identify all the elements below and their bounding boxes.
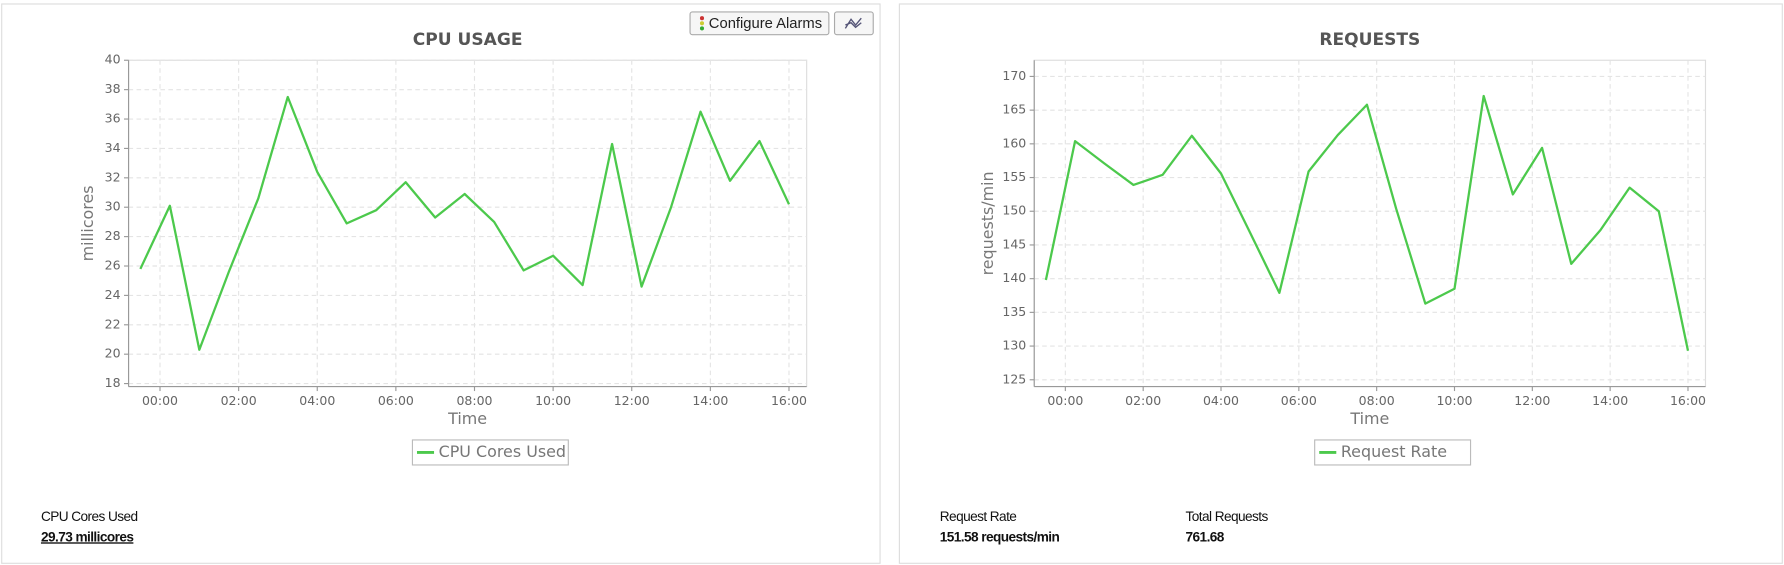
y-tick-label: 155	[1002, 169, 1026, 184]
x-tick-label: 08:00	[456, 393, 492, 408]
chart-icon	[844, 17, 862, 29]
alarm-light	[699, 26, 705, 31]
y-tick-label: 32	[105, 169, 121, 184]
configure-alarms-button[interactable]: Configure Alarms	[689, 11, 830, 36]
x-tick-label: 12:00	[614, 393, 650, 408]
legend-label: CPU Cores Used	[439, 442, 566, 461]
stat-value: 761.68	[1186, 529, 1225, 544]
y-tick-label: 145	[1002, 236, 1026, 251]
data-line	[1044, 94, 1690, 352]
x-tick-label: 02:00	[1125, 393, 1161, 408]
y-tick-label: 38	[105, 81, 121, 96]
alarm-light	[699, 21, 705, 26]
x-tick-label: 04:00	[1203, 393, 1239, 408]
y-tick-label: 34	[105, 140, 121, 155]
x-tick-label: 00:00	[142, 393, 178, 408]
x-axis-title: Time	[447, 409, 487, 428]
y-tick-label: 18	[105, 375, 121, 390]
plot-area	[127, 59, 808, 388]
x-tick-label: 10:00	[535, 393, 571, 408]
legend-box	[411, 439, 569, 466]
x-tick-label: 02:00	[221, 393, 257, 408]
stat-value: 151.58 requests/min	[940, 529, 1060, 544]
x-tick-label: 10:00	[1436, 393, 1472, 408]
y-tick-label: 36	[105, 111, 121, 126]
stat-value[interactable]: 29.73 millicores	[41, 529, 135, 544]
y-tick-label: 125	[1002, 371, 1026, 386]
y-tick-label: 130	[1002, 338, 1026, 353]
y-tick-label: 135	[1002, 304, 1026, 319]
y-tick-label: 160	[1002, 135, 1026, 150]
y-tick-label: 140	[1002, 270, 1026, 285]
alarm-light	[699, 16, 705, 21]
legend-box	[1314, 439, 1472, 466]
stat-label: Request Rate	[940, 509, 1017, 524]
chart-title: CPU USAGE	[413, 30, 523, 50]
y-tick-label: 170	[1002, 68, 1026, 83]
x-tick-label: 16:00	[1670, 393, 1706, 408]
button-label: Configure Alarms	[709, 16, 822, 32]
legend-label: Request Rate	[1341, 442, 1447, 461]
y-tick-label: 150	[1002, 203, 1026, 218]
y-tick-label: 20	[105, 346, 121, 361]
chart-title: REQUESTS	[1319, 30, 1420, 50]
y-tick-label: 22	[105, 316, 121, 331]
y-tick-label: 40	[105, 52, 121, 67]
stat-label: Total Requests	[1186, 509, 1269, 524]
y-tick-label: 24	[105, 287, 121, 302]
x-tick-label: 08:00	[1359, 393, 1395, 408]
y-tick-label: 30	[105, 199, 121, 214]
x-tick-label: 14:00	[692, 393, 728, 408]
stat-label: CPU Cores Used	[41, 509, 138, 524]
x-tick-label: 04:00	[299, 393, 335, 408]
y-axis-title: requests/min	[978, 171, 997, 275]
button-frame	[689, 11, 830, 36]
x-tick-label: 06:00	[1281, 393, 1317, 408]
y-tick-label: 26	[105, 258, 121, 273]
x-tick-label: 12:00	[1514, 393, 1550, 408]
x-tick-label: 06:00	[378, 393, 414, 408]
y-tick-label: 165	[1002, 102, 1026, 117]
data-line	[139, 95, 791, 351]
x-tick-label: 00:00	[1047, 393, 1083, 408]
x-tick-label: 14:00	[1592, 393, 1628, 408]
x-tick-label: 16:00	[771, 393, 807, 408]
chart-options-button[interactable]	[833, 11, 874, 36]
y-axis-title: millicores	[78, 185, 97, 261]
x-axis-title: Time	[1349, 409, 1389, 428]
y-tick-label: 28	[105, 228, 121, 243]
